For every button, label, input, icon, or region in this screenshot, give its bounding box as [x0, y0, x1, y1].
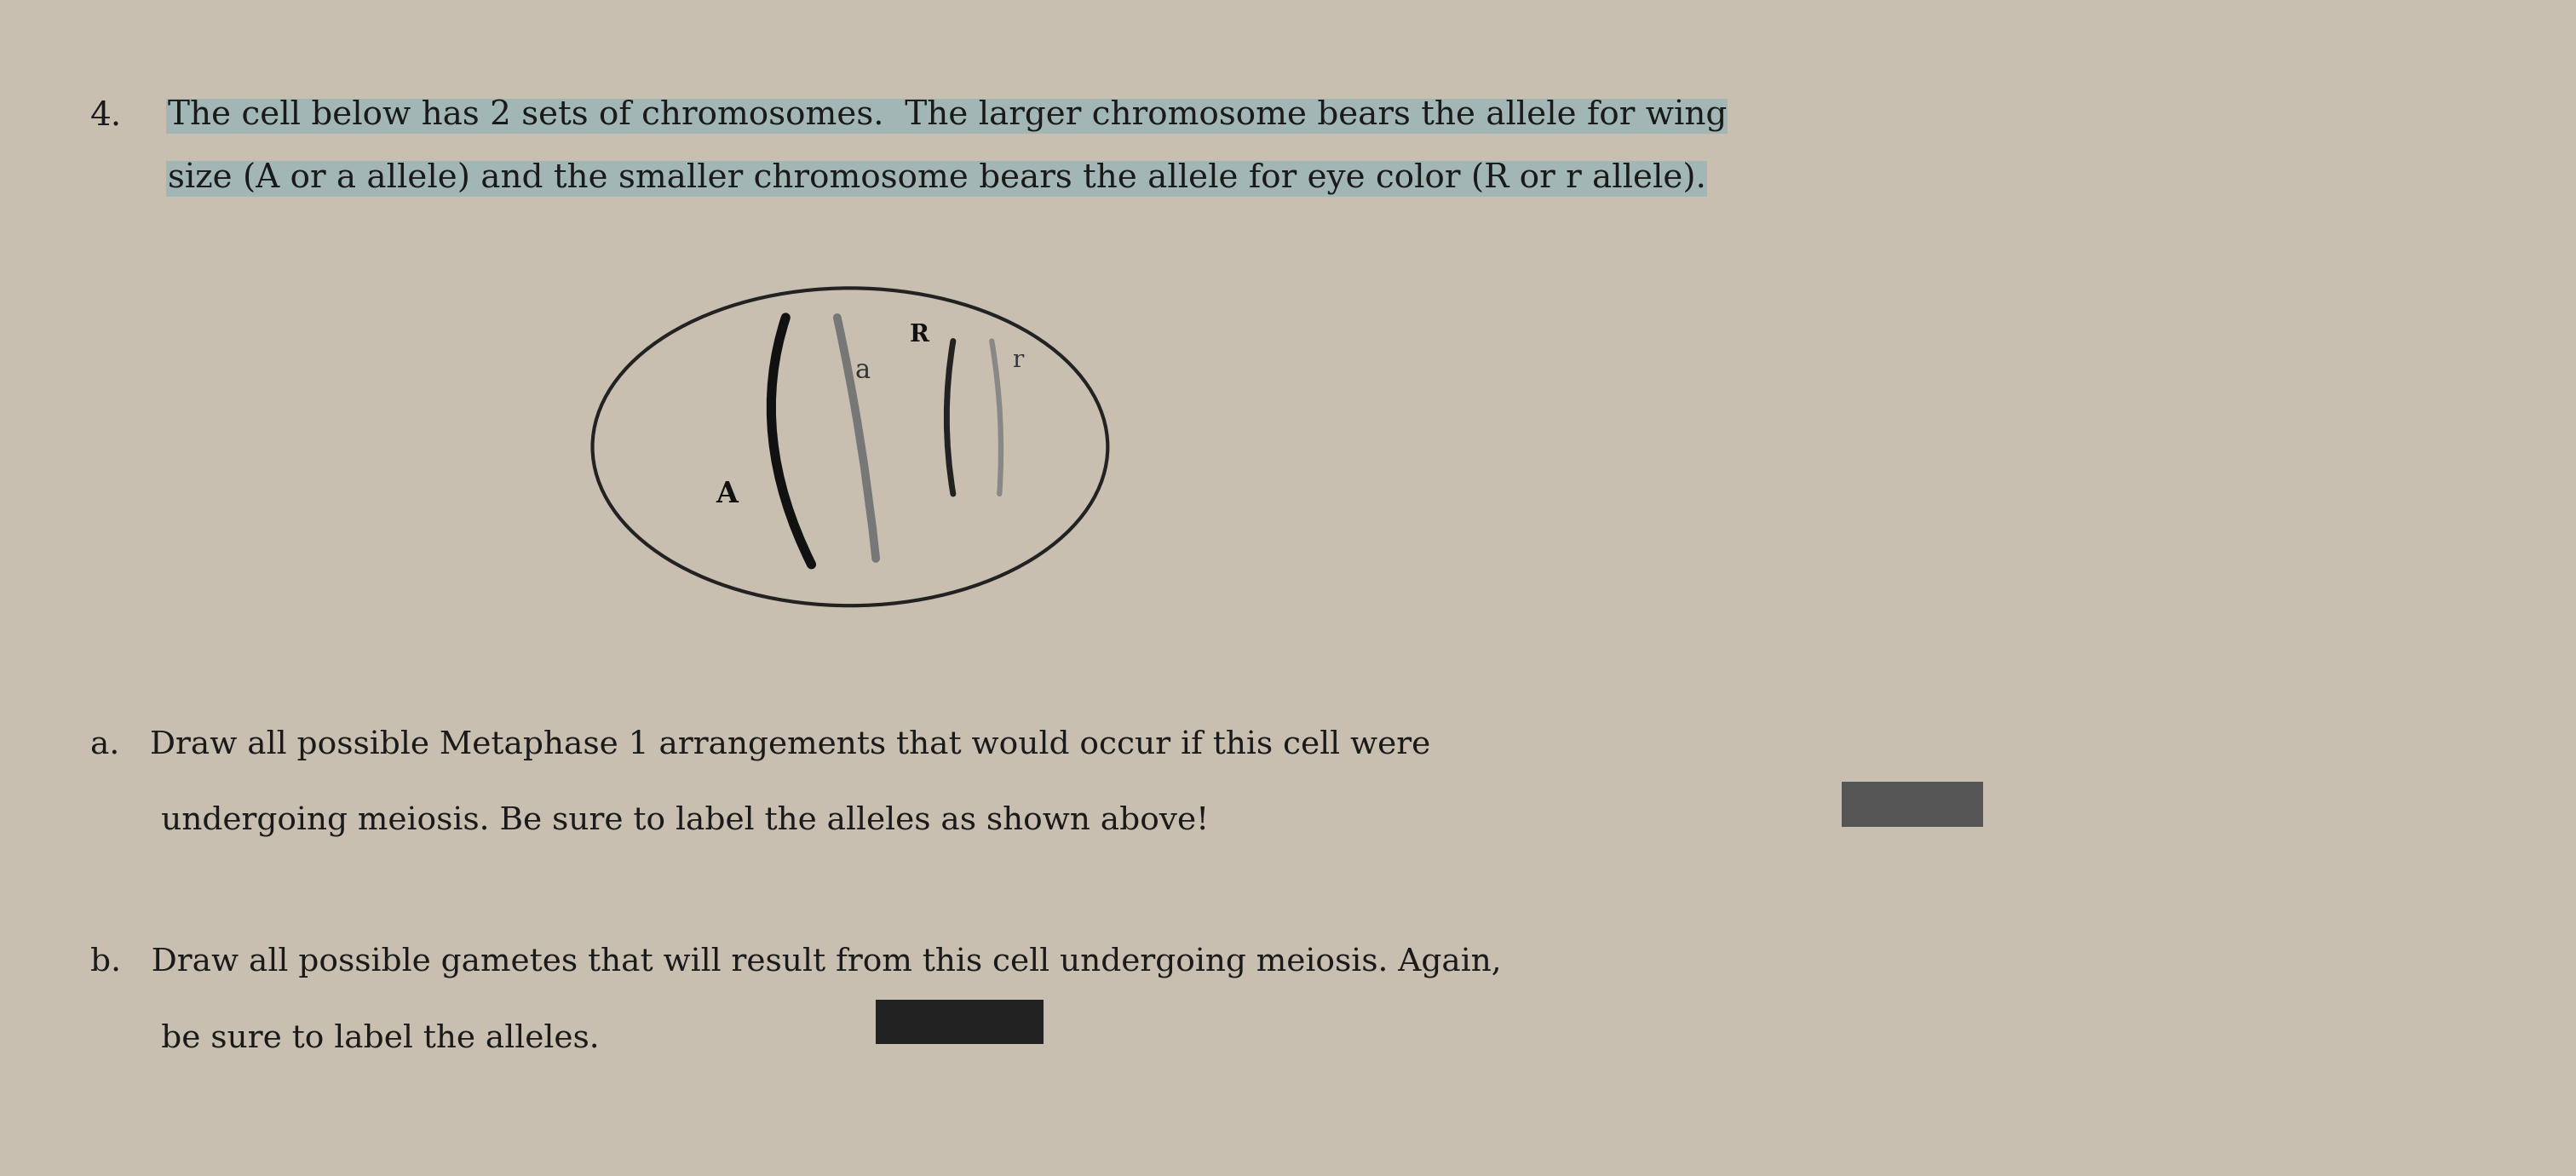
FancyBboxPatch shape — [1842, 782, 1984, 827]
Text: a.   Draw all possible Metaphase 1 arrangements that would occur if this cell we: a. Draw all possible Metaphase 1 arrange… — [90, 729, 1430, 760]
Text: be sure to label the alleles.: be sure to label the alleles. — [90, 1023, 600, 1054]
Text: 4.: 4. — [90, 100, 121, 132]
FancyBboxPatch shape — [876, 1000, 1043, 1044]
Text: r: r — [1012, 349, 1023, 373]
Text: undergoing meiosis. Be sure to label the alleles as shown above!: undergoing meiosis. Be sure to label the… — [90, 806, 1208, 836]
Text: a: a — [855, 358, 871, 383]
Text: size (A or a allele) and the smaller chromosome bears the allele for eye color (: size (A or a allele) and the smaller chr… — [167, 162, 1705, 195]
Text: R: R — [909, 323, 930, 347]
Text: b.   Draw all possible gametes that will result from this cell undergoing meiosi: b. Draw all possible gametes that will r… — [90, 947, 1502, 977]
Text: A: A — [716, 480, 737, 508]
Text: The cell below has 2 sets of chromosomes.  The larger chromosome bears the allel: The cell below has 2 sets of chromosomes… — [167, 100, 1726, 133]
